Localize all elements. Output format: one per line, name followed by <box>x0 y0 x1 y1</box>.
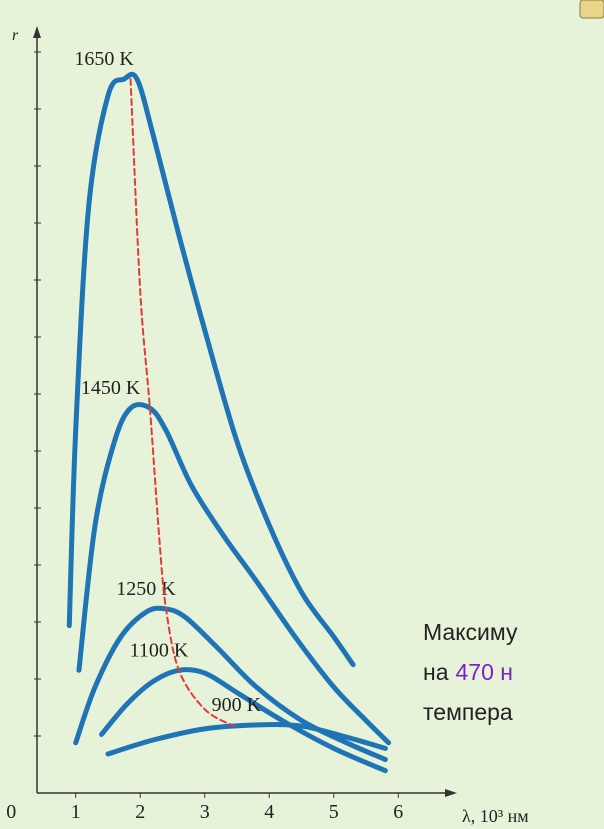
x-tick-label: 2 <box>135 801 145 823</box>
icon <box>579 0 604 19</box>
x-tick-label: 1 <box>71 801 81 823</box>
curve <box>76 402 392 746</box>
x-tick-label: 0 <box>6 801 16 823</box>
x-tick-label: 4 <box>264 801 274 823</box>
curve <box>105 722 388 757</box>
x-tick-label: 5 <box>329 801 339 823</box>
curve <box>99 667 388 774</box>
curve <box>66 71 356 668</box>
x-tick-label: 3 <box>200 801 210 823</box>
caption-line: на 470 н <box>423 659 513 685</box>
series-label: 1250 K <box>116 578 176 600</box>
x-tick-label: 6 <box>393 801 403 823</box>
series-label: 1650 K <box>74 48 134 70</box>
x-axis-arrow <box>445 789 457 797</box>
peak-line <box>129 78 235 728</box>
series-label: 1100 K <box>130 639 189 661</box>
caption: Максиму на 470 н темпера <box>423 619 518 725</box>
caption-text: на <box>423 659 449 685</box>
x-axis-label: λ, 10³ нм <box>462 806 529 826</box>
caption-highlight: 470 н <box>456 659 513 685</box>
y-axis-arrow <box>33 26 41 38</box>
y-axis-label: r <box>12 27 19 44</box>
caption-line: Максиму <box>423 619 518 645</box>
caption-line: темпера <box>423 699 513 725</box>
series-label: 900 K <box>212 694 262 716</box>
series-label: 1450 K <box>81 377 141 399</box>
